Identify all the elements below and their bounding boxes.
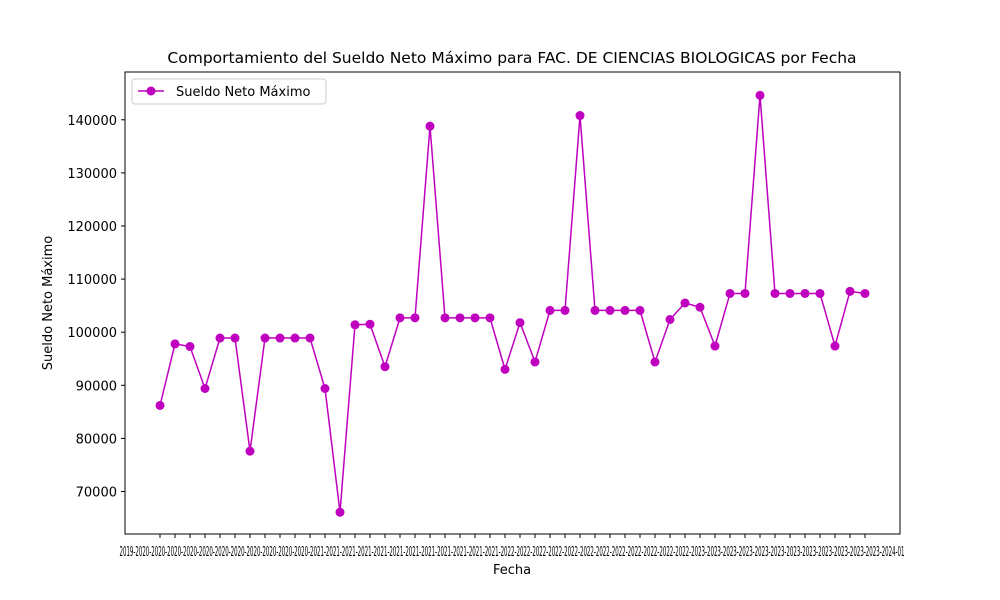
data-point — [365, 319, 375, 329]
y-tick-label: 130000 — [67, 167, 117, 182]
data-point — [320, 383, 330, 393]
data-point — [785, 288, 795, 298]
data-point — [530, 357, 540, 367]
data-point — [605, 305, 615, 315]
y-tick-label: 140000 — [67, 114, 117, 129]
data-point — [455, 313, 465, 323]
data-point — [215, 333, 225, 343]
data-point — [230, 333, 240, 343]
data-point — [410, 313, 420, 323]
data-point — [185, 342, 195, 352]
y-axis-ticks: 70000 80000 90000 100000 110000 120000 130000 1… — [67, 114, 125, 501]
x-axis-tick-labels: 2019-2020-2020-2020-2020-2020-2020-2020-… — [120, 545, 905, 560]
data-point — [740, 288, 750, 298]
data-point — [635, 305, 645, 315]
y-tick-label: 120000 — [67, 220, 117, 235]
data-point — [755, 90, 765, 100]
chart-title: Comportamiento del Sueldo Neto Máximo pa… — [167, 49, 856, 67]
y-tick-label: 110000 — [67, 273, 117, 288]
data-point — [515, 318, 525, 328]
y-axis-label: Sueldo Neto Máximo — [41, 236, 56, 370]
data-point — [170, 339, 180, 349]
data-point — [830, 341, 840, 351]
data-point — [395, 313, 405, 323]
data-point — [485, 313, 495, 323]
data-point — [650, 357, 660, 367]
data-point — [725, 288, 735, 298]
data-point — [155, 400, 165, 410]
data-point — [350, 320, 360, 330]
y-tick-label: 90000 — [76, 379, 117, 394]
data-point — [275, 333, 285, 343]
data-point — [545, 305, 555, 315]
legend-label: Sueldo Neto Máximo — [176, 85, 310, 100]
data-point — [680, 298, 690, 308]
data-point — [770, 288, 780, 298]
data-point — [590, 305, 600, 315]
data-point — [440, 313, 450, 323]
plot-area-frame — [124, 71, 901, 535]
data-point — [260, 333, 270, 343]
data-point — [800, 288, 810, 298]
series-line — [159, 95, 866, 513]
legend: Sueldo Neto Máximo — [131, 78, 327, 105]
y-tick-label: 100000 — [67, 326, 117, 341]
y-tick-label: 70000 — [76, 486, 117, 501]
y-tick-label: 80000 — [76, 432, 117, 447]
x-axis-label: Fecha — [493, 563, 531, 578]
data-point — [860, 288, 870, 298]
data-point — [470, 313, 480, 323]
data-point — [380, 362, 390, 372]
data-point — [620, 305, 630, 315]
data-point — [425, 121, 435, 131]
data-point — [335, 507, 345, 517]
data-point — [245, 446, 255, 456]
series-sueldo-neto-maximo — [155, 90, 870, 517]
data-point — [845, 286, 855, 296]
data-point — [500, 364, 510, 374]
data-point — [560, 305, 570, 315]
data-point — [575, 111, 585, 121]
data-point — [305, 333, 315, 343]
data-point — [290, 333, 300, 343]
data-point — [695, 302, 705, 312]
legend-box — [131, 78, 327, 105]
x-axis-ticks — [159, 534, 866, 538]
data-point — [710, 341, 720, 351]
data-point — [815, 288, 825, 298]
data-point — [665, 314, 675, 324]
legend-marker-swatch — [146, 86, 156, 96]
data-point — [200, 383, 210, 393]
